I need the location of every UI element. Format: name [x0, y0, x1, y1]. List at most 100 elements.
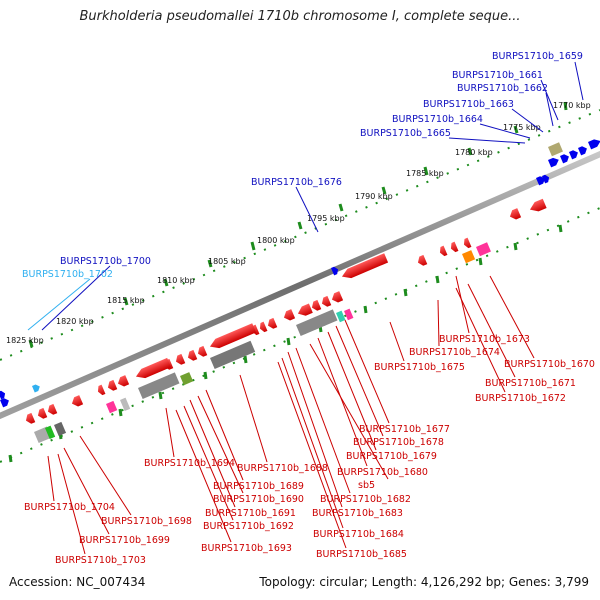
gene-label[interactable]: sb5 — [358, 480, 375, 491]
forward-gene[interactable] — [536, 175, 546, 186]
reverse-gene[interactable] — [36, 407, 48, 420]
reverse-gene[interactable] — [416, 254, 428, 267]
reverse-gene[interactable] — [310, 299, 322, 312]
inner-scale-tick — [286, 337, 291, 346]
forward-gene-cyan[interactable] — [32, 383, 41, 393]
gene-label[interactable]: BURPS1710b_1677 — [359, 424, 450, 435]
reverse-gene[interactable] — [196, 345, 208, 358]
reverse-gene[interactable] — [208, 323, 257, 351]
forward-gene[interactable] — [569, 149, 579, 160]
gene-label[interactable]: BURPS1710b_1699 — [79, 535, 170, 546]
label-leader-line — [197, 395, 244, 494]
reverse-gene-block[interactable] — [296, 309, 338, 337]
gene-label[interactable]: BURPS1710b_1688 — [237, 463, 328, 474]
reverse-gene[interactable] — [96, 384, 106, 397]
reverse-gene-block[interactable] — [210, 340, 256, 370]
gene-label[interactable]: BURPS1710b_1665 — [360, 128, 451, 139]
reverse-gene[interactable] — [46, 403, 58, 416]
label-leader-line — [57, 453, 86, 555]
gene-label[interactable]: BURPS1710b_1693 — [201, 543, 292, 554]
trna-feature[interactable] — [475, 242, 491, 257]
gene-label[interactable]: BURPS1710b_1670 — [504, 359, 595, 370]
reverse-gene[interactable] — [282, 309, 296, 322]
inner-scale-tick — [243, 355, 248, 364]
gene-label[interactable]: BURPS1710b_1684 — [313, 529, 404, 540]
gene-label[interactable]: BURPS1710b_1674 — [409, 347, 500, 358]
gene-label[interactable]: BURPS1710b_1675 — [374, 362, 465, 373]
gene-label[interactable]: BURPS1710b_1679 — [346, 451, 437, 462]
reverse-gene[interactable] — [528, 198, 547, 214]
trna-feature[interactable] — [344, 308, 354, 321]
forward-gene[interactable] — [331, 266, 340, 276]
forward-gene[interactable] — [548, 156, 560, 168]
gene-label[interactable]: BURPS1710b_1700 — [60, 256, 151, 267]
gene-label[interactable]: BURPS1710b_1661 — [452, 70, 543, 81]
reverse-gene[interactable] — [106, 379, 118, 392]
reverse-gene[interactable] — [508, 208, 522, 221]
reverse-gene[interactable] — [174, 353, 186, 366]
reverse-gene[interactable] — [340, 253, 389, 281]
gene-label[interactable]: BURPS1710b_1694 — [144, 458, 235, 469]
gene-label[interactable]: BURPS1710b_1682 — [320, 494, 411, 505]
gene-label[interactable]: BURPS1710b_1698 — [101, 516, 192, 527]
label-leader-line — [335, 325, 384, 437]
gene-label[interactable]: BURPS1710b_1676 — [251, 177, 342, 188]
gene-label[interactable]: BURPS1710b_1662 — [457, 83, 548, 94]
reverse-gene[interactable] — [186, 349, 198, 362]
reverse-gene[interactable] — [320, 295, 332, 308]
forward-gene[interactable] — [542, 174, 551, 184]
reverse-gene[interactable] — [134, 357, 172, 381]
chromosome-backbone — [0, 150, 600, 420]
reverse-gene[interactable] — [266, 317, 278, 330]
reverse-gene[interactable] — [116, 375, 130, 388]
accession-text: Accession: NC_007434 — [9, 575, 146, 589]
scale-tick — [123, 297, 129, 306]
map-title: Burkholderia pseudomallei 1710b chromoso… — [79, 9, 521, 24]
gene-label[interactable]: BURPS1710b_1691 — [205, 508, 296, 519]
forward-gene-other[interactable] — [548, 142, 563, 157]
forward-gene[interactable] — [588, 137, 600, 150]
reverse-gene[interactable] — [296, 303, 313, 319]
gene-label[interactable]: BURPS1710b_1659 — [492, 51, 583, 62]
reverse-gene[interactable] — [449, 241, 459, 254]
gene-label[interactable]: BURPS1710b_1692 — [203, 521, 294, 532]
gene-label[interactable]: BURPS1710b_1680 — [337, 467, 428, 478]
reverse-gene[interactable] — [330, 291, 344, 304]
gene-label[interactable]: BURPS1710b_1703 — [55, 555, 146, 566]
gene-label[interactable]: BURPS1710b_1685 — [316, 549, 407, 560]
gene-label[interactable]: BURPS1710b_1664 — [392, 114, 483, 125]
forward-gene[interactable] — [578, 145, 588, 156]
reverse-gene-block[interactable] — [138, 372, 180, 400]
inner-scale-tick — [435, 275, 440, 284]
label-leader-line — [63, 447, 110, 535]
misc-feature[interactable] — [54, 421, 67, 437]
misc-feature[interactable] — [179, 372, 194, 386]
forward-gene[interactable] — [0, 397, 10, 408]
forward-gene[interactable] — [0, 390, 7, 400]
reverse-gene[interactable] — [438, 245, 448, 258]
gene-label[interactable]: BURPS1710b_1672 — [475, 393, 566, 404]
gene-label[interactable]: BURPS1710b_1690 — [213, 494, 304, 505]
scale-tick-label: 1790 kbp — [355, 192, 393, 201]
rrna-feature[interactable] — [335, 310, 346, 323]
misc-feature[interactable] — [44, 425, 56, 440]
scale-tick — [423, 166, 429, 176]
label-leader-line — [183, 405, 234, 521]
gene-label[interactable]: BURPS1710b_1683 — [312, 508, 403, 519]
reverse-gene[interactable] — [258, 321, 268, 334]
gene-label[interactable]: BURPS1710b_1671 — [485, 378, 576, 389]
gene-label[interactable]: BURPS1710b_1663 — [423, 99, 514, 110]
reverse-gene[interactable] — [24, 412, 36, 425]
misc-feature[interactable] — [120, 397, 131, 412]
gene-label[interactable]: BURPS1710b_1702 — [22, 269, 113, 280]
gene-label[interactable]: BURPS1710b_1673 — [439, 334, 530, 345]
forward-gene[interactable] — [560, 153, 570, 164]
gene-label[interactable]: BURPS1710b_1678 — [353, 437, 444, 448]
misc-feature[interactable] — [462, 250, 476, 264]
reverse-gene[interactable] — [70, 395, 84, 408]
reverse-gene[interactable] — [462, 237, 472, 250]
trna-feature[interactable] — [105, 400, 118, 414]
gene-label[interactable]: BURPS1710b_1704 — [24, 502, 115, 513]
gene-label[interactable]: BURPS1710b_1689 — [213, 481, 304, 492]
